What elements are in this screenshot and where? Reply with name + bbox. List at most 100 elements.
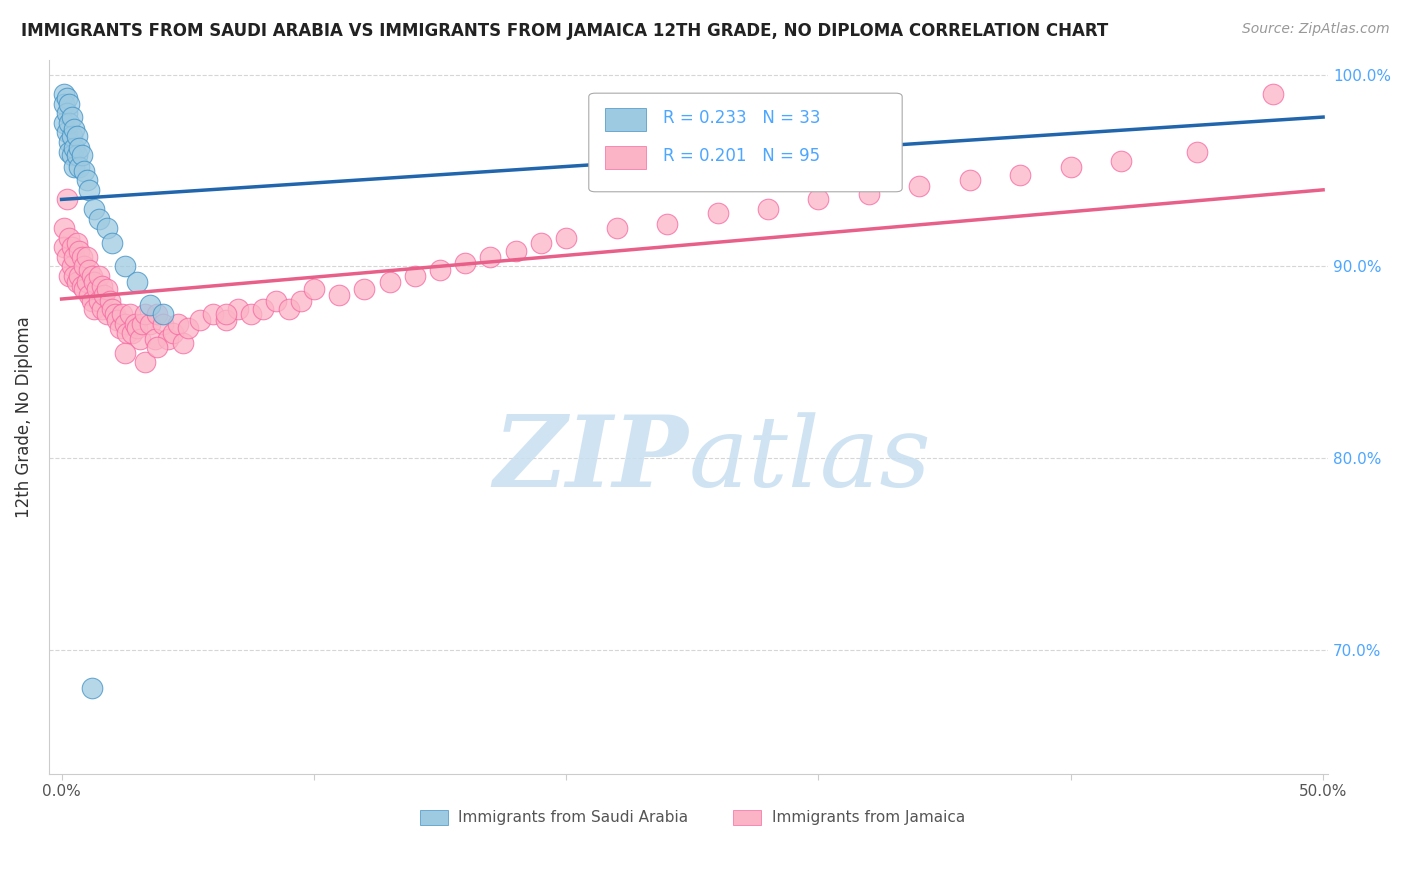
Point (1185, 145, 1208, 159)
Point (214, 313, 236, 327)
Point (80, 268, 103, 283)
Point (89, 211, 111, 226)
Point (807, 193, 830, 207)
Point (908, 179, 931, 194)
Point (239, 307, 262, 321)
Point (1060, 160, 1083, 174)
Point (146, 307, 169, 321)
Y-axis label: 12th Grade, No Diploma: 12th Grade, No Diploma (15, 316, 32, 517)
Point (162, 326, 184, 341)
Text: R = 0.201   N = 95: R = 0.201 N = 95 (664, 147, 820, 165)
Point (80, 293, 103, 308)
Point (58, 96, 80, 111)
Point (53, 116, 76, 130)
Point (404, 268, 426, 283)
Point (134, 307, 156, 321)
Point (58, 135, 80, 149)
Point (505, 244, 527, 259)
Point (60, 240, 83, 254)
Point (91, 278, 114, 293)
Point (121, 326, 143, 341)
Point (76, 173, 98, 187)
Point (76, 275, 98, 289)
Point (146, 340, 169, 354)
Point (143, 332, 166, 346)
Point (63, 268, 86, 283)
Text: R = 0.233   N = 33: R = 0.233 N = 33 (664, 109, 821, 128)
Bar (734, 810, 762, 825)
Point (152, 307, 174, 321)
Point (555, 231, 578, 245)
Point (60, 110, 83, 124)
Bar (606, 146, 647, 169)
Point (67, 141, 90, 155)
Point (73, 282, 96, 296)
Point (89, 293, 111, 308)
Point (706, 206, 728, 220)
Point (53, 87, 76, 101)
Point (55, 91, 77, 105)
Point (128, 332, 150, 346)
Point (378, 275, 401, 289)
Point (66, 236, 89, 251)
Point (858, 186, 880, 201)
Point (53, 221, 76, 235)
Point (80, 681, 103, 695)
Point (290, 293, 312, 308)
Point (131, 317, 153, 331)
Point (96, 221, 118, 235)
Point (124, 317, 146, 331)
Text: atlas: atlas (689, 412, 931, 508)
Point (55, 125, 77, 139)
Point (58, 145, 80, 159)
Text: Immigrants from Jamaica: Immigrants from Jamaica (772, 810, 965, 825)
Point (66, 148, 89, 162)
Point (60, 148, 83, 162)
Point (127, 320, 149, 334)
Point (756, 202, 779, 216)
Point (70, 250, 93, 264)
Point (53, 240, 76, 254)
Text: Source: ZipAtlas.com: Source: ZipAtlas.com (1241, 22, 1389, 37)
Point (127, 275, 149, 289)
Point (67, 244, 90, 259)
Point (73, 163, 96, 178)
Point (60, 260, 83, 274)
Point (53, 96, 76, 111)
Point (63, 141, 86, 155)
Point (79, 288, 101, 302)
Point (114, 317, 136, 331)
Point (1010, 168, 1032, 182)
Point (959, 173, 981, 187)
Point (70, 278, 93, 293)
Point (86, 282, 108, 296)
Point (79, 263, 101, 277)
Point (454, 255, 477, 269)
Point (58, 268, 80, 283)
Point (63, 121, 86, 136)
Point (264, 293, 287, 308)
Point (76, 250, 98, 264)
Point (1261, 87, 1284, 101)
Point (89, 268, 111, 283)
Point (66, 275, 89, 289)
Point (70, 148, 93, 162)
Text: Immigrants from Saudi Arabia: Immigrants from Saudi Arabia (458, 810, 689, 825)
Point (60, 129, 83, 144)
Point (277, 301, 299, 316)
Point (58, 116, 80, 130)
Point (139, 317, 162, 331)
Bar (606, 108, 647, 131)
Point (55, 106, 77, 120)
Point (115, 326, 138, 341)
Point (328, 288, 350, 302)
Point (201, 307, 224, 321)
Point (108, 320, 131, 334)
Text: ZIP: ZIP (494, 411, 689, 508)
Point (103, 307, 125, 321)
Point (111, 307, 134, 321)
Point (101, 301, 124, 316)
Point (655, 217, 678, 231)
Point (83, 301, 105, 316)
Point (63, 160, 86, 174)
